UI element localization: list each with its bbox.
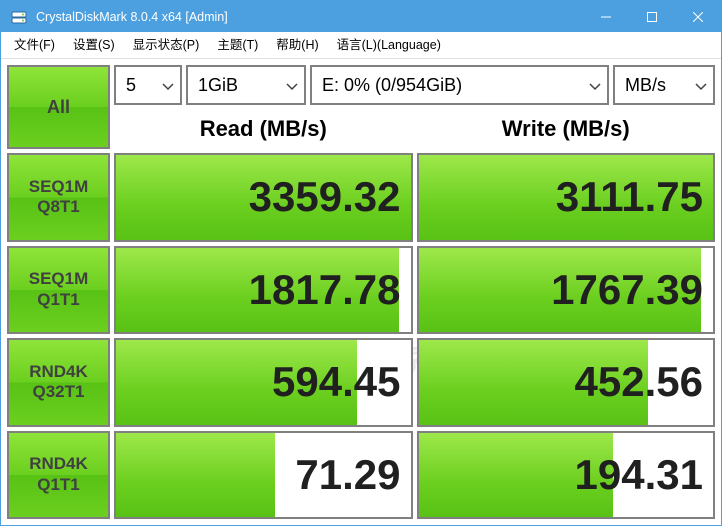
write-value: 1767.39 bbox=[551, 266, 703, 314]
test-button[interactable]: RND4KQ1T1 bbox=[7, 431, 110, 520]
test-label-2: Q1T1 bbox=[37, 475, 80, 495]
result-row: RND4KQ32T1 594.45 452.56 bbox=[7, 338, 715, 427]
chevron-down-icon bbox=[695, 75, 707, 96]
test-label-2: Q1T1 bbox=[37, 290, 80, 310]
chevron-down-icon bbox=[162, 75, 174, 96]
test-button[interactable]: RND4KQ32T1 bbox=[7, 338, 110, 427]
read-value: 3359.32 bbox=[249, 173, 401, 221]
chevron-down-icon bbox=[286, 75, 298, 96]
size-select[interactable]: 1GiB bbox=[186, 65, 306, 105]
menu-settings[interactable]: 设置(S) bbox=[64, 32, 124, 59]
read-value-cell: 3359.32 bbox=[114, 153, 413, 242]
minimize-button[interactable] bbox=[583, 1, 629, 32]
test-label-1: SEQ1M bbox=[29, 177, 89, 197]
size-value: 1GiB bbox=[198, 75, 238, 96]
menu-theme[interactable]: 主题(T) bbox=[208, 32, 267, 59]
close-button[interactable] bbox=[675, 1, 721, 32]
count-select[interactable]: 5 bbox=[114, 65, 182, 105]
menubar: 文件(F) 设置(S) 显示状态(P) 主题(T) 帮助(H) 语言(L)(La… bbox=[1, 32, 721, 59]
all-label: All bbox=[47, 97, 70, 118]
app-window: CrystalDiskMark 8.0.4 x64 [Admin] 文件(F) … bbox=[0, 0, 722, 526]
test-label-1: SEQ1M bbox=[29, 269, 89, 289]
unit-select[interactable]: MB/s bbox=[613, 65, 715, 105]
test-button[interactable]: SEQ1MQ1T1 bbox=[7, 246, 110, 335]
read-value-cell: 1817.78 bbox=[114, 246, 413, 335]
write-value: 194.31 bbox=[575, 451, 703, 499]
read-value: 71.29 bbox=[295, 451, 400, 499]
read-value: 594.45 bbox=[272, 358, 400, 406]
write-value: 3111.75 bbox=[556, 173, 703, 221]
write-value-cell: 452.56 bbox=[417, 338, 716, 427]
test-label-1: RND4K bbox=[29, 362, 88, 382]
read-value-cell: 594.45 bbox=[114, 338, 413, 427]
count-value: 5 bbox=[126, 75, 136, 96]
client-area: All 5 1GiB E: 0% (0/954GiB) bbox=[1, 59, 721, 525]
titlebar[interactable]: CrystalDiskMark 8.0.4 x64 [Admin] bbox=[1, 1, 721, 32]
chevron-down-icon bbox=[589, 75, 601, 96]
all-button[interactable]: All bbox=[7, 65, 110, 149]
read-value-cell: 71.29 bbox=[114, 431, 413, 520]
result-row: SEQ1MQ1T1 1817.78 1767.39 bbox=[7, 246, 715, 335]
test-label-1: RND4K bbox=[29, 454, 88, 474]
test-label-2: Q32T1 bbox=[33, 382, 85, 402]
drive-select[interactable]: E: 0% (0/954GiB) bbox=[310, 65, 609, 105]
read-value: 1817.78 bbox=[249, 266, 401, 314]
drive-value: E: 0% (0/954GiB) bbox=[322, 75, 462, 96]
write-header: Write (MB/s) bbox=[417, 109, 716, 149]
window-title: CrystalDiskMark 8.0.4 x64 [Admin] bbox=[36, 10, 583, 24]
app-icon bbox=[10, 8, 28, 26]
results-grid: 数码之家 MYDIG.NET SEQ1MQ8T13359.323111.75SE… bbox=[7, 153, 715, 519]
menu-display[interactable]: 显示状态(P) bbox=[124, 32, 209, 59]
write-value-cell: 1767.39 bbox=[417, 246, 716, 335]
test-button[interactable]: SEQ1MQ8T1 bbox=[7, 153, 110, 242]
test-label-2: Q8T1 bbox=[37, 197, 80, 217]
write-value-cell: 194.31 bbox=[417, 431, 716, 520]
result-row: RND4KQ1T1 71.29 194.31 bbox=[7, 431, 715, 520]
maximize-button[interactable] bbox=[629, 1, 675, 32]
result-row: SEQ1MQ8T1 3359.32 3111.75 bbox=[7, 153, 715, 242]
menu-file[interactable]: 文件(F) bbox=[5, 32, 64, 59]
write-value-cell: 3111.75 bbox=[417, 153, 716, 242]
read-header: Read (MB/s) bbox=[114, 109, 413, 149]
menu-language[interactable]: 语言(L)(Language) bbox=[328, 32, 450, 59]
write-value: 452.56 bbox=[575, 358, 703, 406]
menu-help[interactable]: 帮助(H) bbox=[267, 32, 327, 59]
read-bar bbox=[116, 433, 275, 518]
unit-value: MB/s bbox=[625, 75, 666, 96]
